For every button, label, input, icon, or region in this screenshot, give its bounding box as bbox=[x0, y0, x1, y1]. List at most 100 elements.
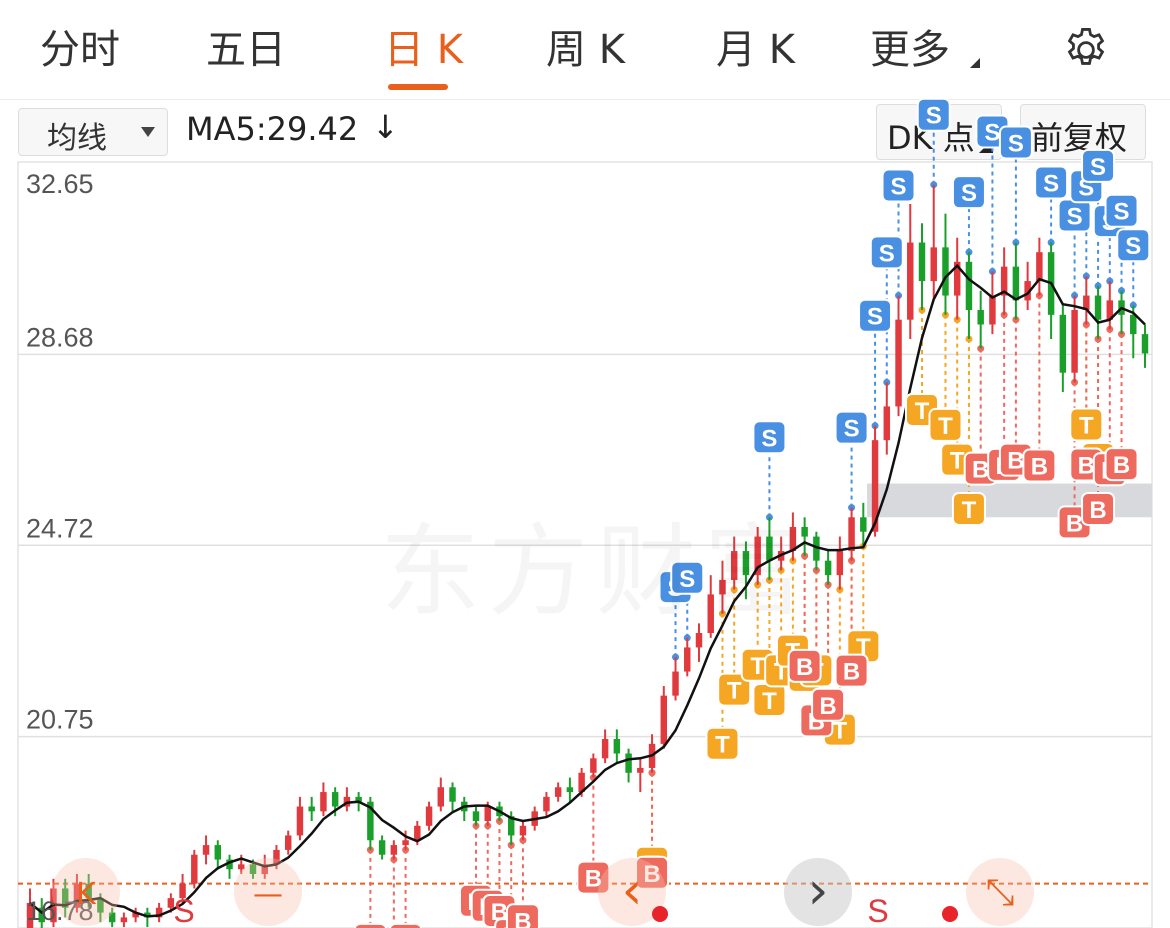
candle-body bbox=[167, 898, 175, 908]
marker-letter: T bbox=[962, 497, 977, 524]
candle-body bbox=[108, 912, 116, 923]
trade-marker-S[interactable]: S bbox=[869, 235, 904, 270]
candle-body bbox=[930, 247, 937, 282]
trade-marker-S[interactable]: S bbox=[834, 410, 869, 445]
candle-body bbox=[226, 859, 233, 870]
trade-marker-B[interactable]: B bbox=[353, 922, 388, 928]
candle-body bbox=[355, 796, 362, 802]
trade-marker-B[interactable]: B bbox=[388, 922, 423, 928]
trade-marker-S[interactable]: S bbox=[752, 420, 787, 455]
candle-body bbox=[754, 536, 761, 576]
candle-body bbox=[613, 739, 621, 754]
marker-letter: S bbox=[891, 174, 907, 201]
k-toggle-button[interactable]: K bbox=[52, 858, 120, 926]
trade-marker-B[interactable]: B bbox=[811, 687, 846, 722]
marker-letter: S bbox=[679, 566, 695, 593]
trade-marker-S[interactable]: S bbox=[1057, 198, 1092, 233]
candle-body bbox=[519, 825, 527, 836]
candle-body bbox=[320, 792, 327, 812]
trade-marker-B[interactable]: B bbox=[576, 860, 611, 895]
candle-body bbox=[1130, 314, 1137, 335]
trade-marker-S[interactable]: S bbox=[1116, 228, 1151, 263]
watermark: 东方财富 bbox=[380, 490, 812, 635]
candle-body bbox=[284, 835, 292, 850]
candle-body bbox=[296, 806, 304, 836]
trade-marker-T[interactable]: T bbox=[705, 726, 740, 761]
candle-body bbox=[249, 864, 257, 875]
candle-body bbox=[390, 845, 398, 855]
trade-marker-T[interactable]: T bbox=[951, 491, 986, 526]
trade-marker-B[interactable]: B bbox=[505, 903, 540, 928]
candle-body bbox=[871, 440, 879, 532]
candle-body bbox=[942, 247, 949, 296]
marker-letter: B bbox=[643, 861, 660, 888]
y-tick-label: 28.68 bbox=[26, 322, 94, 352]
candle-body bbox=[1083, 295, 1090, 311]
marker-letter: S bbox=[1008, 131, 1024, 158]
trade-marker-S[interactable]: S bbox=[1081, 148, 1116, 183]
tab-weekly-k[interactable]: 周 K bbox=[546, 27, 625, 73]
gear-icon[interactable] bbox=[1060, 24, 1112, 76]
candle-body bbox=[883, 406, 891, 441]
trade-marker-S[interactable]: S bbox=[951, 175, 986, 210]
candle-body bbox=[801, 526, 808, 537]
candle-body bbox=[120, 917, 128, 923]
candle-body bbox=[965, 261, 973, 311]
candle-body bbox=[918, 242, 926, 282]
marker-letter: T bbox=[762, 688, 777, 715]
candle-body bbox=[1071, 310, 1078, 373]
candle-body bbox=[144, 912, 151, 918]
red-dot-indicator-2 bbox=[942, 906, 958, 922]
candle-body bbox=[367, 801, 374, 841]
trade-marker-S[interactable]: S bbox=[858, 298, 893, 333]
candle-body bbox=[789, 526, 797, 552]
forward-adjust-button[interactable]: 前复权 bbox=[1020, 104, 1146, 160]
trade-marker-B[interactable]: B bbox=[787, 648, 822, 683]
candle-body bbox=[214, 845, 222, 860]
tab-five-day[interactable]: 五日 bbox=[206, 27, 286, 73]
candle-body bbox=[848, 517, 855, 552]
candle-body bbox=[907, 242, 914, 320]
tab-monthly-k[interactable]: 月 K bbox=[716, 27, 795, 73]
candle-body bbox=[953, 261, 961, 296]
trade-marker-T[interactable]: T bbox=[752, 682, 787, 717]
candle-body bbox=[660, 695, 668, 744]
marker-letter: S bbox=[867, 304, 883, 331]
marker-letter: B bbox=[1089, 497, 1106, 524]
candle-body bbox=[472, 811, 480, 821]
ma5-value: MA5:29.42 bbox=[186, 110, 359, 148]
trade-marker-B[interactable]: B bbox=[834, 653, 869, 688]
ma-select[interactable]: 均线 bbox=[18, 108, 168, 156]
candle-body bbox=[1024, 281, 1031, 301]
trade-marker-S[interactable]: S bbox=[881, 168, 916, 203]
candle-body bbox=[543, 796, 550, 812]
fullscreen-button[interactable]: ⤡ bbox=[966, 858, 1034, 926]
trade-marker-T[interactable]: T bbox=[717, 672, 752, 707]
candle-body bbox=[191, 854, 198, 884]
trade-marker-B[interactable]: B bbox=[1104, 447, 1139, 482]
trade-marker-S[interactable]: S bbox=[670, 560, 705, 595]
marker-letter: B bbox=[1078, 452, 1095, 479]
tab-more[interactable]: 更多 bbox=[870, 27, 950, 73]
tab-daily-k[interactable]: 日 K bbox=[384, 27, 463, 73]
trade-marker-T[interactable]: T bbox=[928, 407, 963, 442]
trade-marker-B[interactable]: B bbox=[635, 855, 670, 890]
trade-marker-S[interactable]: S bbox=[998, 125, 1033, 160]
tab-intraday[interactable]: 分时 bbox=[40, 27, 120, 73]
trade-marker-S[interactable]: S bbox=[916, 97, 951, 132]
ma5-line bbox=[29, 263, 1146, 918]
trade-marker-B[interactable]: B bbox=[1081, 491, 1116, 526]
marker-letter: S bbox=[1125, 233, 1141, 260]
scroll-right-button[interactable]: › bbox=[784, 858, 852, 926]
marker-letter: B bbox=[514, 908, 531, 928]
trade-marker-S[interactable]: S bbox=[1034, 165, 1069, 200]
trade-marker-T[interactable]: T bbox=[1069, 407, 1104, 442]
zoom-out-button[interactable]: — bbox=[234, 858, 302, 926]
scroll-left-button[interactable]: ‹ bbox=[598, 858, 666, 926]
candle-body bbox=[684, 647, 691, 672]
trade-marker-B[interactable]: B bbox=[1022, 448, 1057, 483]
candle-body bbox=[73, 883, 81, 908]
trade-marker-S[interactable]: S bbox=[1104, 193, 1139, 228]
candle-body bbox=[402, 840, 409, 846]
